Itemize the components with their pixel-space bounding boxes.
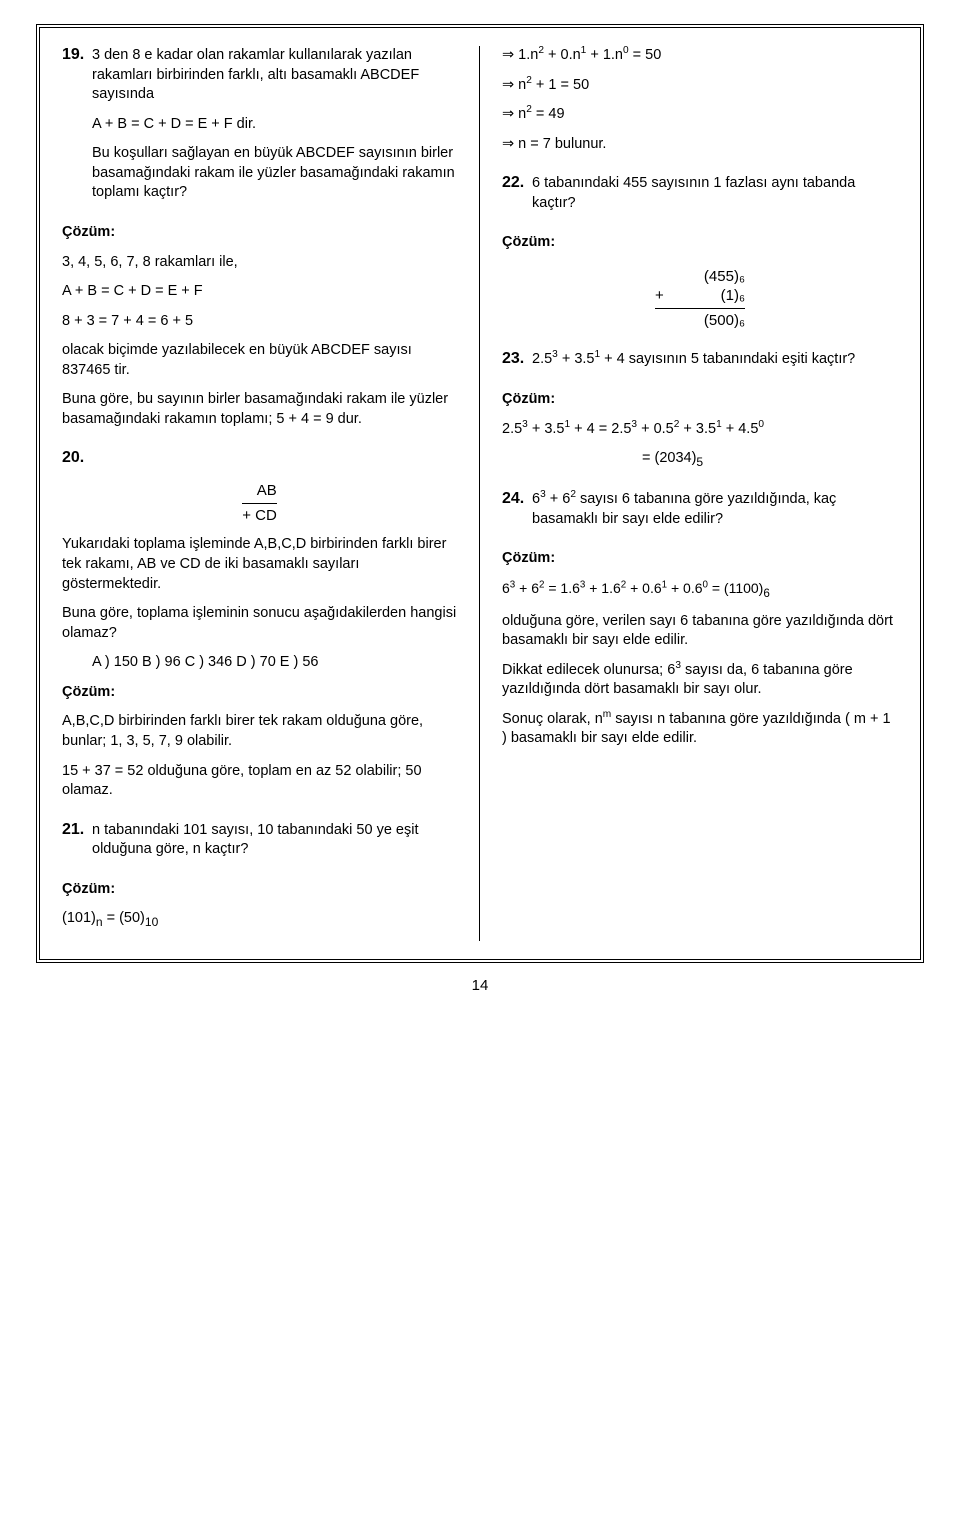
q19-sol1: 3, 4, 5, 6, 7, 8 rakamları ile, xyxy=(62,253,457,273)
q19-eq: A + B = C + D = E + F dir. xyxy=(92,115,457,135)
q22-number: 22. xyxy=(502,174,532,223)
q24-sol1: olduğuna göre, verilen sayı 6 tabanına g… xyxy=(502,612,898,651)
q23-eb: + 3.5 xyxy=(528,421,565,437)
q20-number: 20. xyxy=(62,449,92,467)
q24-cozum-label: Çözüm: xyxy=(502,549,898,569)
q24-s3b: n xyxy=(595,711,603,727)
q24-esub: 6 xyxy=(763,587,769,600)
q24-text: 63 + 62 sayısı 6 tabanına göre yazıldığı… xyxy=(532,490,898,529)
q24-tc: sayısı 6 tabanına göre yazıldığında, kaç… xyxy=(532,491,836,527)
q19-text: 3 den 8 e kadar olan rakamlar kullanılar… xyxy=(92,46,457,105)
q24-s2a: Dikkat edilecek olunursa; xyxy=(502,662,667,678)
c-l1d: = 50 xyxy=(629,47,662,63)
q20-options: A ) 150 B ) 96 C ) 346 D ) 70 E ) 56 xyxy=(92,653,457,673)
c-l1a: ⇒ 1.n xyxy=(502,47,538,63)
q22-r2: +(1)₆ xyxy=(655,286,745,306)
q19-sol4: olacak biçimde yazılabilecek en büyük AB… xyxy=(62,341,457,380)
q20-add-bot: + CD xyxy=(242,503,277,526)
q24-sol2: Dikkat edilecek olunursa; 63 sayısı da, … xyxy=(502,661,898,700)
q23-number: 23. xyxy=(502,350,532,380)
cont-l1: ⇒ 1.n2 + 0.n1 + 1.n0 = 50 xyxy=(502,46,898,66)
question-21: 21. n tabanındaki 101 sayısı, 10 tabanın… xyxy=(62,821,457,870)
q24-tb: + 6 xyxy=(546,491,571,507)
q24-ea: 6 xyxy=(502,580,510,596)
q24-sol3: Sonuç olarak, nm sayısı n tabanına göre … xyxy=(502,710,898,749)
q19-sol3: 8 + 3 = 7 + 4 = 6 + 5 xyxy=(62,312,457,332)
q24-eq: 63 + 62 = 1.63 + 1.62 + 0.61 + 0.60 = (1… xyxy=(502,579,898,602)
question-23: 23. 2.53 + 3.51 + 4 sayısının 5 tabanınd… xyxy=(502,350,898,380)
q23-cozum-label: Çözüm: xyxy=(502,390,898,410)
cont-l2: ⇒ n2 + 1 = 50 xyxy=(502,76,898,96)
q20-add-top: AB xyxy=(242,481,277,501)
q24-ee: + 0.6 xyxy=(626,580,661,596)
q24-ed: + 1.6 xyxy=(585,580,620,596)
q23-result: = (2034)5 xyxy=(642,449,898,470)
q21-number: 21. xyxy=(62,821,92,870)
q23-ea: 2.5 xyxy=(502,421,522,437)
q19-text2: Bu koşulları sağlayan en büyük ABCDEF sa… xyxy=(92,144,457,203)
page-number: 14 xyxy=(36,977,924,994)
q24-ec: = 1.6 xyxy=(544,580,579,596)
q24-ta: 6 xyxy=(532,491,540,507)
q21-text: n tabanındaki 101 sayısı, 10 tabanındaki… xyxy=(92,821,457,860)
cont-l4: ⇒ n = 7 bulunur. xyxy=(502,135,898,155)
q22-cozum-label: Çözüm: xyxy=(502,233,898,253)
q20-text2: Buna göre, toplama işleminin sonucu aşağ… xyxy=(62,604,457,643)
question-19: 19. 3 den 8 e kadar olan rakamlar kullan… xyxy=(62,46,457,213)
q23-tb: + 3.5 xyxy=(558,351,595,367)
q23-ra: = (2034) xyxy=(642,450,696,466)
q22-text: 6 tabanındaki 455 sayısının 1 fazlası ay… xyxy=(532,174,898,213)
q23-text: 2.53 + 3.51 + 4 sayısının 5 tabanındaki … xyxy=(532,350,898,370)
left-column: 19. 3 den 8 e kadar olan rakamlar kullan… xyxy=(40,46,480,941)
q22-r3: (500)₆ xyxy=(655,308,745,331)
q20-text1: Yukarıdaki toplama işleminde A,B,C,D bir… xyxy=(62,535,457,594)
q21-cozum-label: Çözüm: xyxy=(62,880,457,900)
q22-addition: (455)₆ +(1)₆ (500)₆ xyxy=(502,263,898,341)
cont-l3: ⇒ n2 = 49 xyxy=(502,105,898,125)
question-24: 24. 63 + 62 sayısı 6 tabanına göre yazıl… xyxy=(502,490,898,539)
q20-sol1: A,B,C,D birbirinden farklı birer tek rak… xyxy=(62,712,457,751)
q24-eg: = (1100) xyxy=(708,580,763,596)
question-22: 22. 6 tabanındaki 455 sayısının 1 fazlas… xyxy=(502,174,898,223)
q19-sol2: A + B = C + D = E + F xyxy=(62,282,457,302)
c-l2b: + 1 = 50 xyxy=(532,77,589,93)
c-l3a: ⇒ n xyxy=(502,106,526,122)
q20-cozum-label: Çözüm: xyxy=(62,683,457,703)
q20-sol2: 15 + 37 = 52 olduğuna göre, toplam en az… xyxy=(62,762,457,801)
q23-ec: + 4 = 2.5 xyxy=(570,421,631,437)
q23-ee: + 3.5 xyxy=(679,421,716,437)
q21-eq-mid: = (50) xyxy=(103,910,145,926)
q23-tc: + 4 sayısının 5 tabanındaki eşiti kaçtır… xyxy=(600,351,855,367)
q23-ef: + 4.5 xyxy=(722,421,759,437)
q23-ta: 2.5 xyxy=(532,351,552,367)
right-column: ⇒ 1.n2 + 0.n1 + 1.n0 = 50 ⇒ n2 + 1 = 50 … xyxy=(480,46,920,941)
q19-cozum-label: Çözüm: xyxy=(62,223,457,243)
question-20: 20. xyxy=(62,449,457,467)
q21-eq: (101)n = (50)10 xyxy=(62,909,457,930)
q23-rsub: 5 xyxy=(696,455,703,469)
q21-eq-lhs: (101) xyxy=(62,910,96,926)
q23-eq: 2.53 + 3.51 + 4 = 2.53 + 0.52 + 3.51 + 4… xyxy=(502,420,898,440)
q21-eq-sub2: 10 xyxy=(145,915,158,929)
c-l2a: ⇒ n xyxy=(502,77,526,93)
q21-eq-sub1: n xyxy=(96,915,103,929)
q19-sol5: Buna göre, bu sayının birler basamağında… xyxy=(62,390,457,429)
page: 19. 3 den 8 e kadar olan rakamlar kullan… xyxy=(0,0,960,1014)
q20-addition: AB + CD xyxy=(62,477,457,535)
q24-ef: + 0.6 xyxy=(667,580,702,596)
c-l3b: = 49 xyxy=(532,106,565,122)
q23-ed: + 0.5 xyxy=(637,421,674,437)
q24-eb: + 6 xyxy=(515,580,539,596)
content-frame: 19. 3 den 8 e kadar olan rakamlar kullan… xyxy=(36,24,924,963)
q22-r1: (455)₆ xyxy=(655,267,745,287)
q24-s3a: Sonuç olarak, xyxy=(502,711,595,727)
q19-number: 19. xyxy=(62,46,92,213)
q24-number: 24. xyxy=(502,490,532,539)
c-l1b: + 0.n xyxy=(544,47,581,63)
c-l1c: + 1.n xyxy=(586,47,623,63)
